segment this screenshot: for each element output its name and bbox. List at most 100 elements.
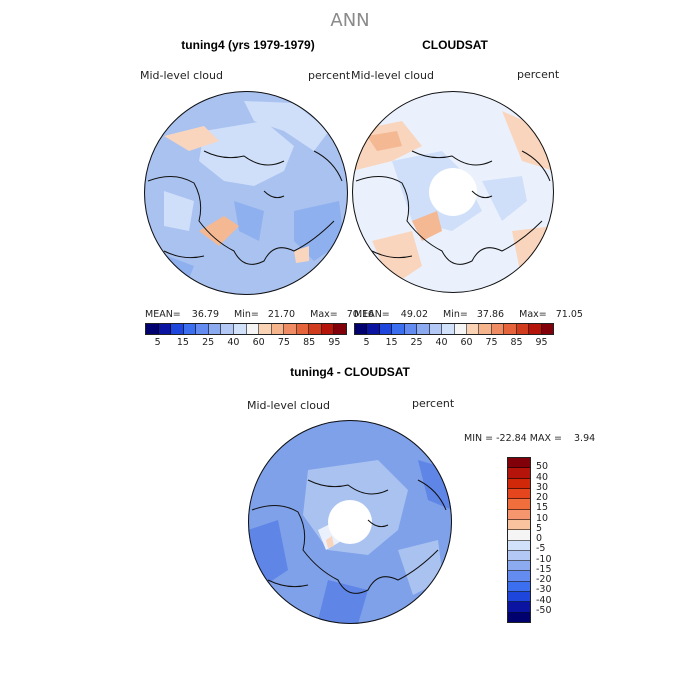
panel2-colorbar-tick-label: 15: [385, 337, 398, 348]
panel3-colorbar-swatch: [508, 561, 530, 572]
panel2-colorbar-swatch: [479, 324, 492, 334]
panel2-mean-label: MEAN=: [354, 309, 390, 320]
panel3-colorbar-tick-label: 0: [536, 533, 543, 544]
panel3-field-deep: [318, 580, 368, 624]
panel3-units-label: percent: [412, 397, 455, 410]
panel3-colorbar-swatch: [508, 458, 530, 469]
panel1-colorbar-swatch: [233, 324, 247, 334]
panel2-min-label: Min=: [443, 309, 468, 320]
panel3-colorbar-tick-label: 15: [536, 502, 549, 514]
panel2-max-label: Max=: [519, 309, 547, 320]
panel3-field-light: [398, 540, 443, 595]
panel3-colorbar-swatch: [508, 488, 530, 500]
panel1-colorbar-tick-label: 60: [252, 337, 265, 348]
panel1-colorbar-tick-label: 15: [176, 337, 189, 348]
panel1-title: tuning4 (yrs 1979-1979): [181, 38, 315, 52]
panel2-colorbar-swatch: [355, 324, 368, 334]
panel3-colorbar-swatch: [508, 499, 530, 510]
panel1-colorbar-tick-label: 95: [328, 337, 341, 348]
panel3-colorbar: [507, 457, 531, 623]
panel2-colorbar-tick-label: 40: [435, 337, 448, 348]
panel1-field-light: [199, 121, 294, 186]
panel3-colorbar-tick-label: -50: [536, 604, 552, 616]
panel3-colorbar-swatch: [508, 530, 530, 541]
panel1-min-value: 21.70: [267, 309, 296, 320]
panel1-colorbar-swatch: [321, 324, 335, 334]
panel1-field-peach: [199, 216, 239, 246]
panel3-title: tuning4 - CLOUDSAT: [290, 365, 410, 379]
panel3-colorbar-tick-label: 5: [536, 522, 543, 534]
panel3-colorbar-swatch: [508, 612, 530, 622]
panel2-title: CLOUDSAT: [422, 38, 488, 52]
panel3-coastline: [251, 479, 447, 594]
panel3-colorbar-swatch: [508, 581, 530, 593]
panel1-units-label: percent: [308, 69, 351, 82]
panel3-colorbar-swatch: [508, 468, 530, 479]
panel2-polar-map: [352, 91, 554, 293]
panel2-pole-hole: [429, 168, 477, 216]
panel1-colorbar-swatch: [271, 324, 285, 334]
panel3-stats: MIN = -22.84 MAX = 3.94: [464, 433, 596, 444]
panel3-variable-label: Mid-level cloud: [247, 399, 330, 412]
panel2-colorbar-tick-label: 25: [410, 337, 423, 348]
panel2-colorbar-swatch: [529, 324, 542, 334]
panel1-coastline: [147, 150, 343, 265]
panel2-field-orange: [367, 131, 402, 151]
panel1-field-mid: [294, 201, 344, 261]
panel2-colorbar-swatch: [392, 324, 405, 334]
panel2-coastline: [355, 150, 551, 265]
panel2-colorbar-tick-label: 85: [510, 337, 523, 348]
panel3-colorbar-swatch: [508, 478, 530, 489]
panel3-polar-map: [248, 420, 452, 624]
panel3-colorbar-tick-label: 20: [536, 492, 549, 503]
panel3-colorbar-tick-label: 40: [536, 471, 549, 483]
panel2-colorbar-swatch: [429, 324, 443, 334]
panel2-field-light: [482, 176, 527, 221]
panel1-colorbar-swatch: [196, 324, 209, 334]
panel1-max-label: Max=: [310, 309, 338, 320]
panel3-colorbar-swatch: [508, 592, 530, 603]
panel2-max-value: 71.05: [555, 309, 583, 320]
panel1-colorbar-tick-label: 5: [154, 337, 161, 348]
panel2-colorbar-swatch: [466, 324, 480, 334]
panel3-colorbar-swatch: [508, 550, 530, 562]
panel2-colorbar-swatch: [417, 324, 430, 334]
panel2-colorbar-tick-label: 60: [460, 337, 473, 348]
panel2-colorbar: [354, 323, 554, 335]
panel1-colorbar-swatch: [158, 324, 172, 334]
panel2-stats: MEAN= 49.02 Min= 37.86 Max= 71.05: [354, 309, 583, 320]
panel1-polar-map: [144, 91, 348, 295]
panel1-field-light: [164, 191, 194, 231]
panel3-field-peach: [326, 536, 334, 548]
panel2-field-peach: [372, 231, 422, 286]
panel1-mean-label: MEAN=: [145, 309, 181, 320]
panel1-colorbar-tick-label: 40: [227, 337, 240, 348]
panel1-colorbar-ticks: 5 15 25 40 60 75 85 95: [145, 337, 347, 349]
panel3-colorbar-tick-label: -5: [536, 543, 546, 555]
panel1-colorbar-swatch: [284, 324, 297, 334]
panel1-max-value: 70.16: [346, 309, 374, 320]
figure-title: ANN: [330, 10, 370, 31]
panel3-colorbar-tick-label: -40: [536, 594, 552, 606]
panel3-colorbar-swatch: [508, 571, 530, 582]
panel1-colorbar-swatch: [171, 324, 184, 334]
panel1-field-mid: [234, 201, 264, 241]
panel2-colorbar-swatch: [379, 324, 393, 334]
panel1-variable-label: Mid-level cloud: [140, 69, 223, 82]
panel3-colorbar-tick-label: -15: [536, 563, 552, 575]
panel2-field-orange: [412, 211, 442, 241]
panel2-field-peach: [502, 111, 554, 171]
panel1-field-peach: [294, 246, 309, 263]
panel1-colorbar-swatch: [208, 324, 222, 334]
panel3-colorbar-swatch: [508, 602, 530, 613]
panel2-colorbar-swatch: [541, 324, 553, 334]
panel2-colorbar-swatch: [367, 324, 380, 334]
panel1-colorbar-swatch: [309, 324, 322, 334]
panel1-field-peach: [164, 126, 219, 151]
panel1-stats: MEAN= 36.79 Min= 21.70 Max= 70.16: [145, 309, 374, 320]
panel2-colorbar-swatch: [504, 324, 517, 334]
panel1-colorbar-swatch: [146, 324, 159, 334]
panel1-colorbar: [145, 323, 347, 335]
panel3-pole-hole: [328, 500, 372, 544]
panel2-colorbar-swatch: [404, 324, 418, 334]
